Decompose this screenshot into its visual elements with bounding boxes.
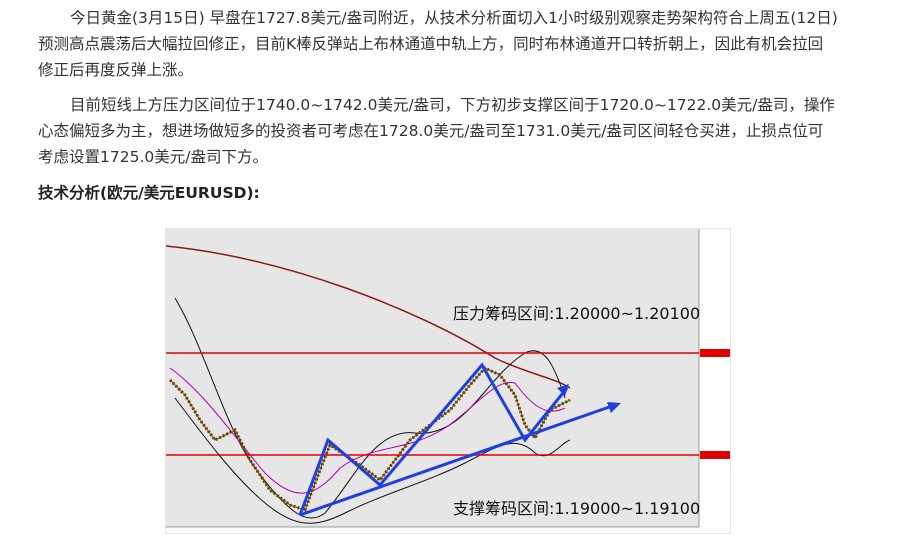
arrow-head [607,402,621,413]
section-heading: 技术分析(欧元/美元EURUSD): [38,184,260,202]
bollinger-middle [169,367,566,494]
axis-marker [700,451,730,459]
paragraph: 目前短线上方压力区间位于1740.0~1742.0美元/盎司，下方初步支撑区间于… [38,96,835,166]
price-wicks [169,367,571,511]
plot-area [166,229,699,527]
paragraph: 今日黄金(3月15日) 早盘在1727.8美元/盎司附近，从技术分析面切入1小时… [38,9,838,79]
annotation: 支撑筹码区间:1.19000~1.19100 [453,499,700,518]
wave-arrow [298,362,569,516]
chart-image: 压力筹码区间:1.20000~1.20100 支撑筹码区间:1.19000~1.… [165,228,731,534]
axis-marker [700,349,730,357]
arrow-head [557,384,569,396]
bollinger-lower [174,397,571,524]
annotation: 压力筹码区间:1.20000~1.20100 [453,304,700,323]
moving-average [165,245,571,389]
trend-arrow [299,403,616,517]
